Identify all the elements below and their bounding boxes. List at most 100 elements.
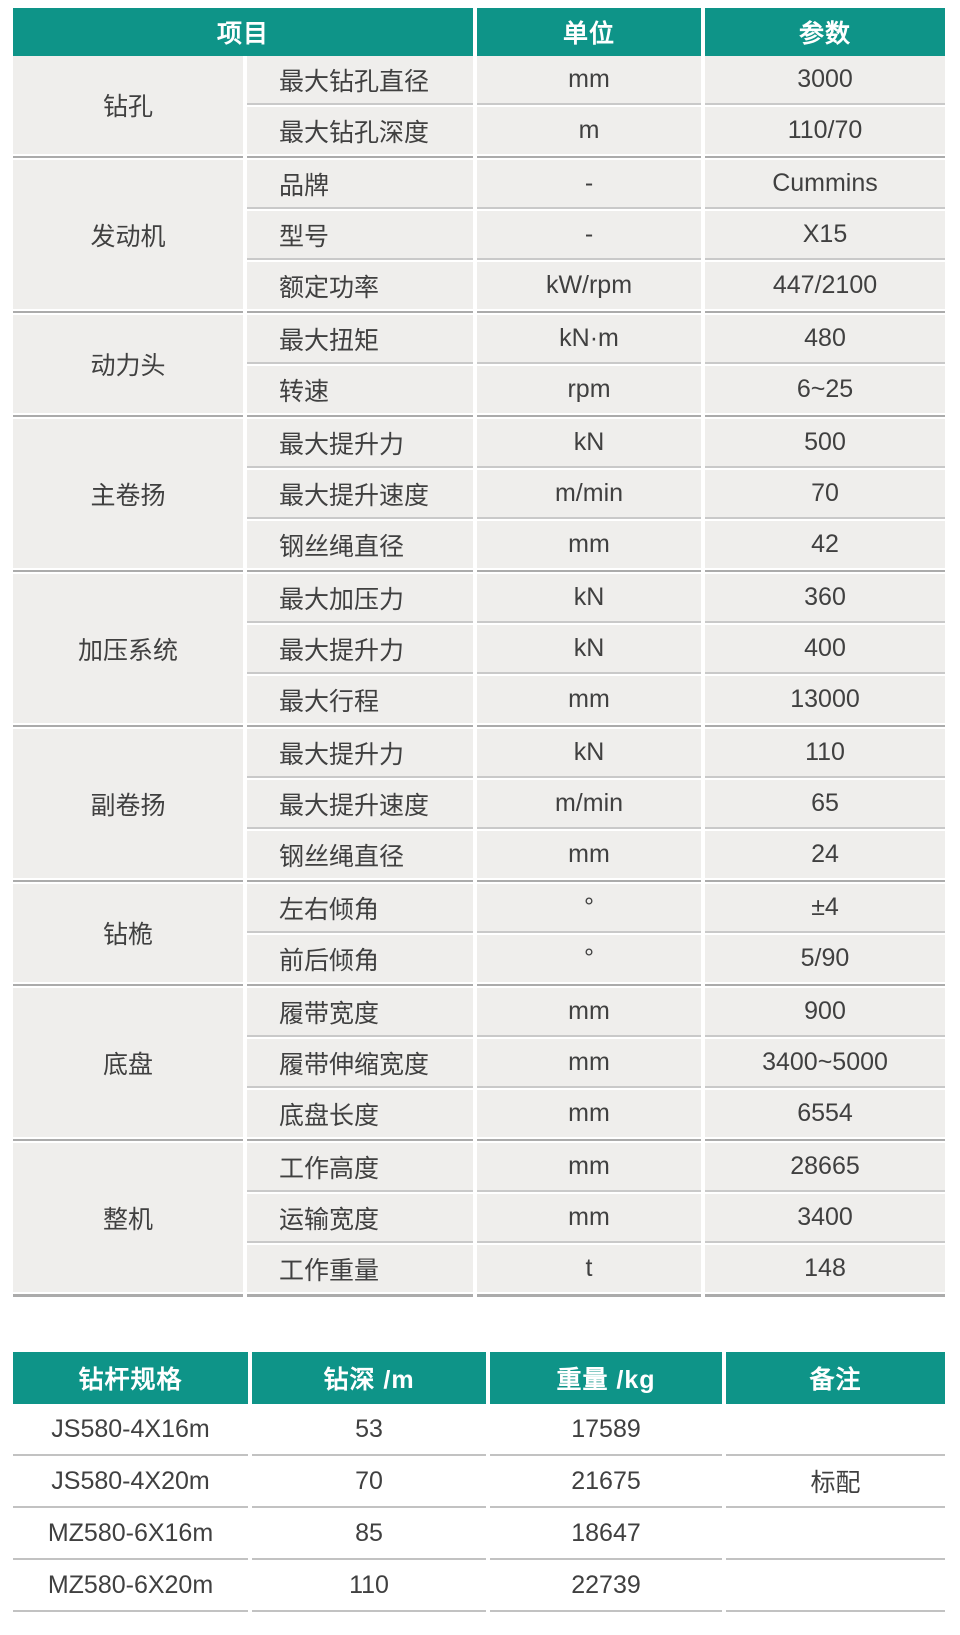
group-name-cell: 动力头 (13, 315, 243, 413)
separator-segment (477, 1035, 701, 1039)
separator-segment (477, 207, 701, 211)
header-drill-depth: 钻深 /m (252, 1352, 486, 1404)
value-cell: 3400~5000 (705, 1039, 945, 1086)
item-name-cell: 型号 (247, 211, 473, 258)
spec-group: 副卷扬 最大提升力 kN 110 最大提升速度 m/min 65 钢丝绳直径 mm 24 (13, 729, 945, 878)
value-cell: 500 (705, 419, 945, 466)
separator-segment (247, 258, 473, 262)
spec-row: 最大钻孔深度 m 110/70 (247, 107, 945, 154)
separator-segment (13, 1137, 243, 1143)
table-bottom-border (13, 1292, 945, 1297)
spec-table: 项目 单位 参数 钻孔 最大钻孔直径 mm 3000 最大钻孔深度 m 110/70 发动机品… (13, 8, 945, 1297)
unit-cell: mm (477, 56, 701, 103)
separator-segment (705, 413, 945, 419)
header-unit: 单位 (477, 8, 701, 56)
separator-segment (247, 207, 473, 211)
group-rows: 履带宽度 mm 900 履带伸缩宽度 mm 3400~5000 底盘长度 mm 6554 (247, 988, 945, 1137)
unit-cell: kN (477, 729, 701, 776)
item-name-cell: 最大提升速度 (247, 780, 473, 827)
value-cell: 110 (705, 729, 945, 776)
separator-segment (705, 517, 945, 521)
unit-cell: mm (477, 988, 701, 1035)
unit-cell: t (477, 1245, 701, 1292)
unit-cell: rpm (477, 366, 701, 413)
value-cell: 42 (705, 521, 945, 568)
value-cell: 28665 (705, 1143, 945, 1190)
value-cell: 360 (705, 574, 945, 621)
spec-row: 前后倾角 ° 5/90 (247, 935, 945, 982)
unit-cell: m/min (477, 780, 701, 827)
separator-segment (477, 103, 701, 107)
separator-segment (705, 258, 945, 262)
remark-cell (726, 1508, 945, 1560)
item-name-cell: 品牌 (247, 160, 473, 207)
group-rows: 品牌 - Cummins 型号 - X15 额定功率 kW/rpm 447/2100 (247, 160, 945, 309)
separator-segment (247, 309, 473, 315)
value-cell: Cummins (705, 160, 945, 207)
group-name-cell: 加压系统 (13, 574, 243, 723)
item-name-cell: 左右倾角 (247, 884, 473, 931)
separator-segment (247, 362, 473, 366)
separator-segment (705, 931, 945, 935)
item-name-cell: 最大扭矩 (247, 315, 473, 362)
group-name-cell: 发动机 (13, 160, 243, 309)
spec-row: 品牌 - Cummins (247, 160, 945, 207)
remark-cell (726, 1404, 945, 1456)
weight-cell: 21675 (490, 1456, 722, 1508)
separator-segment (477, 258, 701, 262)
spec-row: 工作重量 t 148 (247, 1245, 945, 1292)
separator-segment (247, 621, 473, 625)
pipe-spec-cell: JS580-4X20m (13, 1456, 248, 1508)
spec-group: 动力头 最大扭矩 kN·m 480 转速 rpm 6~25 (13, 315, 945, 413)
separator-segment (477, 309, 701, 315)
row-separator (247, 827, 945, 831)
separator-segment (13, 413, 243, 419)
header-weight: 重量 /kg (490, 1352, 722, 1404)
separator-segment (247, 103, 473, 107)
item-name-cell: 前后倾角 (247, 935, 473, 982)
unit-cell: mm (477, 831, 701, 878)
separator-segment (13, 568, 243, 574)
item-name-cell: 运输宽度 (247, 1194, 473, 1241)
pipe-spec-cell: JS580-4X16m (13, 1404, 248, 1456)
unit-cell: - (477, 211, 701, 258)
spec-row: 最大提升速度 m/min 65 (247, 780, 945, 827)
separator-segment (477, 878, 701, 884)
spec-row: 最大提升力 kN 500 (247, 419, 945, 466)
unit-cell: kN (477, 625, 701, 672)
separator-segment (705, 621, 945, 625)
row-separator (247, 1035, 945, 1039)
separator-segment (13, 309, 243, 315)
separator-segment (13, 154, 243, 160)
separator-segment (477, 1190, 701, 1194)
value-cell: 110/70 (705, 107, 945, 154)
group-rows: 最大提升力 kN 110 最大提升速度 m/min 65 钢丝绳直径 mm 24 (247, 729, 945, 878)
row-separator (247, 776, 945, 780)
group-rows: 最大钻孔直径 mm 3000 最大钻孔深度 m 110/70 (247, 56, 945, 154)
row-separator (247, 931, 945, 935)
unit-cell: ° (477, 935, 701, 982)
spec-group: 整机 工作高度 mm 28665 运输宽度 mm 3400 工作重量 t 148 (13, 1143, 945, 1292)
pipe-row: JS580-4X20m 70 21675 标配 (13, 1456, 945, 1508)
spec-row: 运输宽度 mm 3400 (247, 1194, 945, 1241)
separator-segment (705, 776, 945, 780)
row-separator (247, 362, 945, 366)
separator-segment (705, 1035, 945, 1039)
separator-segment (247, 931, 473, 935)
group-separator (13, 309, 945, 315)
spec-row: 履带伸缩宽度 mm 3400~5000 (247, 1039, 945, 1086)
group-name-cell: 底盘 (13, 988, 243, 1137)
group-name-cell: 钻孔 (13, 56, 243, 154)
weight-cell: 22739 (490, 1560, 722, 1612)
spec-row: 最大加压力 kN 360 (247, 574, 945, 621)
separator-segment (477, 1292, 701, 1297)
item-name-cell: 额定功率 (247, 262, 473, 309)
separator-segment (477, 827, 701, 831)
group-name-cell: 整机 (13, 1143, 243, 1292)
row-separator (247, 517, 945, 521)
row-separator (247, 1190, 945, 1194)
separator-segment (247, 1190, 473, 1194)
value-cell: 5/90 (705, 935, 945, 982)
separator-segment (705, 878, 945, 884)
value-cell: 70 (705, 470, 945, 517)
